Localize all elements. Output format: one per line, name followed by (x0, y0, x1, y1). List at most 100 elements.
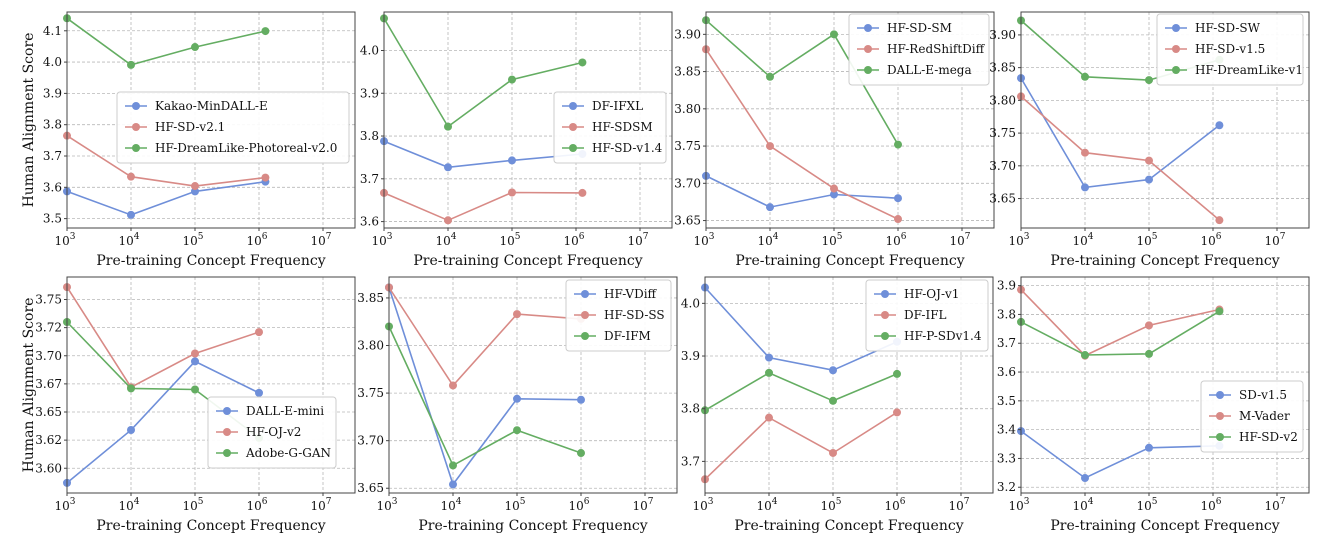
data-point-HF-SD-v2.1 (127, 172, 135, 181)
y-tick-label: 3.7 (997, 336, 1016, 350)
x-tick-label: 106 (246, 497, 267, 513)
legend-swatch-marker (223, 407, 231, 415)
y-tick-label: 3.3 (997, 451, 1016, 465)
x-tick-label: 107 (632, 497, 653, 513)
y-tick-label: 3.65 (357, 481, 384, 495)
y-tick-label: 3.85 (357, 291, 384, 305)
x-tick-label: 105 (821, 232, 842, 248)
y-tick-label: 3.72 (35, 321, 62, 335)
legend-entry-label: DF-IFM (604, 329, 651, 343)
data-point-HF-SD-SM (766, 203, 774, 212)
legend-swatch-marker (132, 123, 140, 131)
legend-entry-label: HF-SD-v1.4 (592, 141, 663, 155)
legend-swatch-marker (864, 24, 872, 32)
x-tick-label: 104 (1072, 497, 1093, 513)
series-line-HF-SD-SS (388, 287, 582, 387)
legend-swatch-marker (1172, 45, 1180, 53)
legend-swatch-marker (132, 102, 140, 110)
data-point-DALL-E-mega (894, 140, 902, 149)
legend-entry-label: HF-SD-SW (1195, 21, 1261, 35)
y-tick-label: 3.4 (997, 423, 1016, 437)
legend: HF-SD-SM HF-RedShiftDiff DALL-E-mega (848, 13, 990, 86)
y-tick-label: 3.8 (43, 118, 62, 132)
legend-entry-label: DALL-E-mega (887, 63, 972, 77)
x-axis-label: Pre-training Concept Frequency (418, 518, 647, 534)
plot-frame (66, 11, 356, 229)
y-tick-label: 3.8 (360, 129, 379, 143)
data-point-HF-SD-SW (1215, 121, 1224, 130)
data-point-HF-DreamLike-v1 (1145, 76, 1153, 85)
data-point-HF-SDSM (508, 188, 516, 197)
y-tick-label: 3.80 (674, 102, 701, 116)
data-point-HF-SD-v2 (1215, 307, 1224, 316)
y-tick-label: 4.0 (43, 55, 62, 69)
data-point-HF-SD-v1.5 (1215, 216, 1224, 225)
x-tick-label: 105 (504, 497, 525, 513)
data-point-DALL-E-mini (191, 357, 199, 366)
series-line-HF-SD-v1.4 (383, 17, 583, 128)
y-tick-label: 3.90 (989, 28, 1016, 42)
x-tick-label: 104 (756, 497, 777, 513)
data-point-HF-SD-SW (1145, 175, 1153, 184)
x-tick-label: 105 (820, 497, 841, 513)
x-tick-label: 103 (54, 497, 75, 513)
x-tick-label: 103 (692, 497, 713, 513)
legend-swatch-marker (581, 332, 589, 340)
y-tick-label: 3.5 (43, 212, 62, 226)
legend: HF-SD-SW HF-SD-v1.5 HF-DreamLike-v1 (1156, 13, 1304, 86)
y-axis-label: Human Alignment Score (21, 33, 37, 208)
x-tick-label: 103 (693, 232, 714, 248)
x-tick-label: 103 (1008, 232, 1029, 248)
y-tick-label: 3.70 (357, 434, 384, 448)
series-line-HF-RedShiftDiff (705, 48, 899, 220)
series-line-DALL-E-mega (705, 19, 899, 146)
data-point-DF-IFL (829, 448, 837, 457)
data-point-HF-SD-v1.4 (578, 58, 587, 67)
data-point-HF-SDSM (578, 188, 587, 197)
x-tick-label: 107 (948, 497, 969, 513)
data-point-HF-OJ-v2 (191, 349, 199, 358)
data-point-HF-DreamLike-v1 (1081, 72, 1089, 81)
y-tick-label: 3.75 (989, 126, 1016, 140)
legend: HF-OJ-v1 DF-IFL HF-P-SDv1.4 (865, 279, 989, 352)
y-tick-label: 4.0 (681, 296, 700, 310)
x-axis-label: Pre-training Concept Frequency (1050, 518, 1279, 534)
y-tick-label: 3.70 (989, 159, 1016, 173)
series-line-Kakao-MinDALL-E (66, 180, 266, 216)
y-tick-label: 3.80 (989, 93, 1016, 107)
legend-entry-label: HF-SD-v1.5 (1195, 42, 1265, 56)
data-point-DF-IFM (513, 426, 521, 435)
series-line-HF-SDSM (383, 191, 583, 222)
legend-entry-label: HF-SD-v2.1 (155, 120, 225, 134)
legend-swatch-marker (223, 428, 231, 436)
series-line-HF-OJ-v2 (66, 286, 260, 389)
y-tick-label: 3.7 (681, 454, 700, 468)
data-point-HF-SD-v2.1 (261, 173, 270, 182)
series-line-DALL-E-mini (66, 360, 260, 484)
legend-entry-label: Kakao-MinDALL-E (155, 99, 268, 113)
data-point-HF-SD-SS (513, 310, 521, 319)
data-point-HF-SD-v1.5 (1145, 156, 1153, 165)
legend-swatch-marker (881, 311, 889, 319)
x-tick-label: 107 (1264, 497, 1285, 513)
legend-box (865, 279, 989, 352)
legend-entry-label: HF-OJ-v1 (904, 287, 959, 301)
x-tick-label: 107 (949, 232, 970, 248)
data-point-HF-RedShiftDiff (830, 184, 838, 193)
x-tick-label: 105 (499, 232, 520, 248)
data-point-HF-OJ-v1 (765, 353, 773, 362)
legend-entry-label: DALL-E-mini (246, 404, 324, 418)
x-tick-label: 104 (1072, 232, 1093, 248)
panel-3: 3.65 3.70 3.75 3.80 3.85 3.90 103 104 105 106 107 P… (674, 11, 995, 269)
y-tick-label: 3.75 (357, 386, 384, 400)
series-line-DF-IFL (704, 411, 898, 480)
data-point-DALL-E-mega (766, 72, 774, 81)
x-tick-label: 107 (1264, 232, 1285, 248)
x-tick-label: 104 (440, 497, 461, 513)
legend-entry-label: HF-P-SDv1.4 (904, 329, 982, 343)
panel-4: 3.65 3.70 3.75 3.80 3.85 3.90 103 104 105 106 107 P… (989, 11, 1310, 269)
data-point-DALL-E-mini (255, 388, 263, 397)
x-tick-label: 105 (1136, 497, 1157, 513)
plot-frame (705, 11, 995, 229)
legend-box (1200, 380, 1304, 453)
